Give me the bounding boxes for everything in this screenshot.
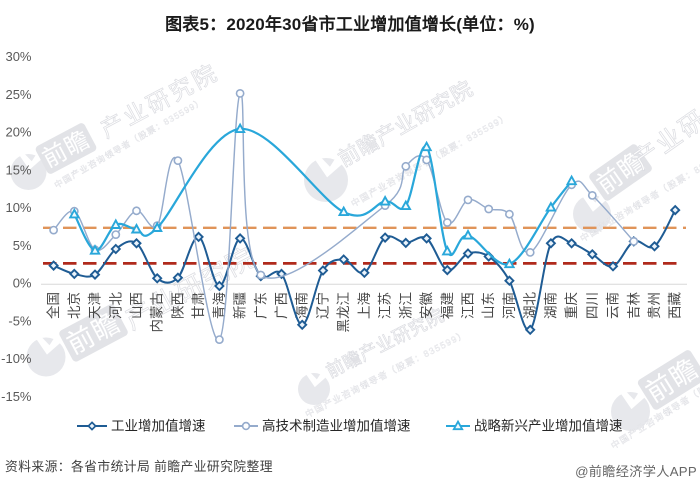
- svg-text:内蒙古: 内蒙古: [150, 292, 165, 333]
- svg-text:5%: 5%: [13, 238, 32, 253]
- svg-text:江苏: 江苏: [378, 292, 393, 319]
- svg-text:0%: 0%: [13, 276, 32, 291]
- svg-text:甘肃: 甘肃: [191, 292, 206, 319]
- svg-text:30%: 30%: [5, 49, 31, 64]
- svg-text:-5%: -5%: [8, 313, 32, 328]
- svg-text:山西: 山西: [129, 292, 144, 319]
- svg-text:贵州: 贵州: [647, 292, 662, 319]
- svg-text:云南: 云南: [606, 292, 621, 319]
- svg-text:江西: 江西: [461, 292, 476, 319]
- svg-text:北京: 北京: [67, 292, 82, 319]
- svg-text:产业研究院: 产业研究院: [120, 242, 260, 335]
- svg-text:15%: 15%: [5, 162, 31, 177]
- svg-text:25%: 25%: [5, 87, 31, 102]
- svg-text:黑龙江: 黑龙江: [336, 292, 351, 333]
- svg-text:重庆: 重庆: [564, 292, 579, 319]
- svg-text:广西: 广西: [274, 292, 289, 319]
- svg-text:福建: 福建: [440, 292, 455, 319]
- svg-text:湖北: 湖北: [523, 292, 538, 319]
- svg-text:四川: 四川: [585, 292, 600, 319]
- svg-text:工业增加值增速: 工业增加值增速: [111, 419, 206, 434]
- svg-text:陕西: 陕西: [170, 292, 185, 319]
- svg-text:上海: 上海: [357, 292, 372, 319]
- svg-text:10%: 10%: [5, 200, 31, 215]
- svg-text:辽宁: 辽宁: [315, 292, 331, 319]
- svg-text:天津: 天津: [88, 292, 103, 319]
- svg-text:全国: 全国: [45, 292, 61, 319]
- svg-text:海南: 海南: [295, 292, 310, 319]
- svg-text:新疆: 新疆: [233, 292, 248, 319]
- svg-text:青海: 青海: [212, 292, 227, 319]
- svg-text:高技术制造业增加值增速: 高技术制造业增加值增速: [262, 418, 411, 434]
- svg-text:吉林: 吉林: [626, 292, 641, 319]
- svg-text:安徽: 安徽: [419, 292, 434, 319]
- svg-text:产业研: 产业研: [629, 105, 700, 175]
- svg-text:山东: 山东: [481, 292, 496, 319]
- svg-text:战略新兴产业增加值增速: 战略新兴产业增加值增速: [474, 419, 623, 434]
- svg-text:河南: 河南: [502, 292, 517, 319]
- svg-text:河北: 河北: [108, 292, 123, 319]
- svg-text:-15%: -15%: [1, 389, 32, 404]
- svg-text:20%: 20%: [5, 125, 31, 140]
- svg-text:湖南: 湖南: [543, 292, 558, 319]
- svg-text:浙江: 浙江: [398, 292, 413, 319]
- svg-text:西藏: 西藏: [668, 292, 683, 319]
- svg-text:前瞻产业研究院: 前瞻产业研究院: [335, 77, 477, 171]
- svg-text:广东: 广东: [253, 292, 268, 319]
- svg-text:-10%: -10%: [1, 351, 32, 366]
